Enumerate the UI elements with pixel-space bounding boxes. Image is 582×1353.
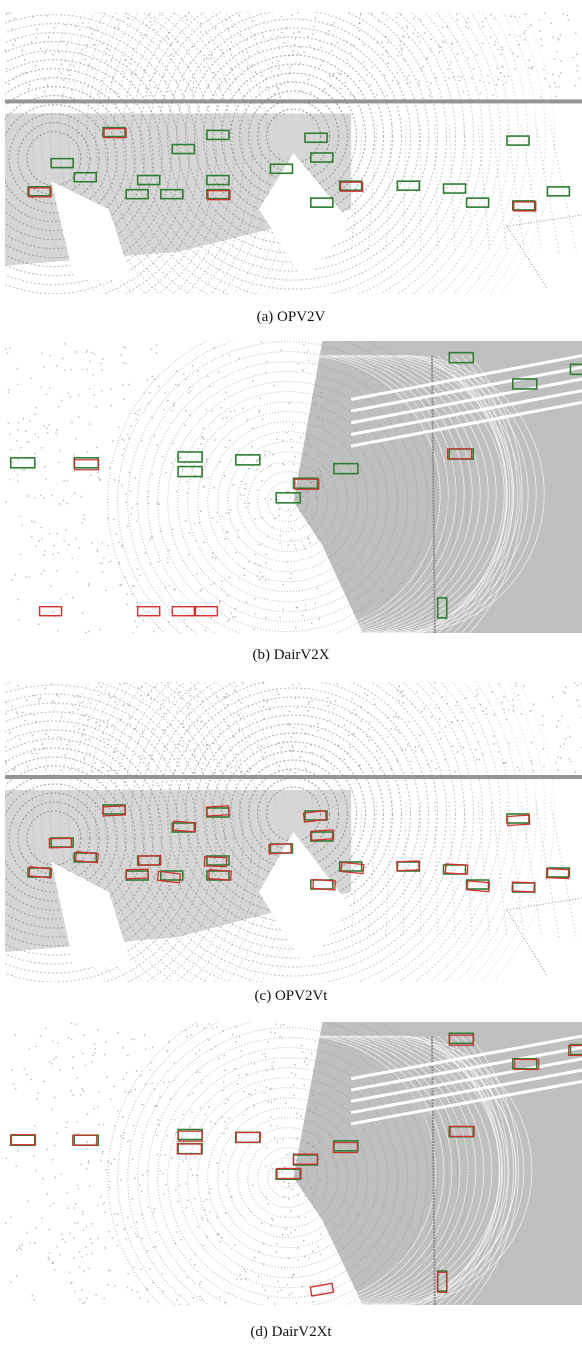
vehicle-box	[310, 197, 334, 208]
vehicle-box	[177, 1128, 203, 1142]
vehicle-box	[136, 174, 161, 186]
vehicle-box	[511, 1057, 540, 1071]
panel-dairv2x	[5, 341, 582, 633]
vehicle-box	[27, 866, 53, 879]
point-cloud	[5, 12, 582, 294]
vehicle-box	[73, 171, 98, 183]
vehicle-box	[448, 1032, 475, 1046]
vehicle-box	[569, 363, 582, 376]
vehicle-box	[436, 597, 448, 619]
vehicle-box	[206, 868, 232, 881]
point-cloud	[5, 682, 582, 982]
caption-dairv2x: (b) DairV2X	[252, 647, 330, 663]
vehicle-box	[194, 606, 219, 617]
lidar-bev-image	[5, 341, 582, 633]
vehicle-box	[206, 188, 231, 201]
caption-opv2vt: (c) OPV2Vt	[254, 988, 328, 1004]
vehicle-box	[125, 868, 150, 881]
vehicle-box	[136, 855, 162, 866]
vehicle-box	[396, 180, 421, 191]
vehicle-box	[159, 188, 184, 200]
vehicle-box	[9, 457, 36, 469]
vehicle-box	[292, 1153, 319, 1166]
vehicle-box	[27, 186, 52, 198]
vehicle-box	[177, 451, 203, 463]
vehicle-box	[275, 1167, 302, 1180]
vehicle-box	[102, 126, 127, 139]
caption-opv2v: (a) OPV2V	[256, 309, 326, 325]
vehicle-box	[465, 879, 491, 893]
panel-dairv2xt	[5, 1022, 582, 1305]
vehicle-box	[442, 183, 467, 194]
vehicle-box	[235, 454, 261, 466]
vehicle-box	[48, 837, 74, 849]
lidar-bev-image	[5, 12, 582, 294]
vehicle-box	[511, 881, 536, 893]
vehicle-box	[310, 152, 334, 163]
vehicle-box	[73, 851, 100, 864]
vehicle-box	[205, 805, 230, 818]
vehicle-box	[9, 1134, 37, 1146]
vehicle-box	[206, 174, 230, 186]
vehicle-box	[156, 870, 184, 884]
vehicle-box	[506, 135, 530, 146]
vehicle-box	[310, 878, 337, 891]
detection-boxes	[9, 351, 582, 619]
vehicle-box	[171, 606, 196, 617]
vehicle-box	[448, 351, 475, 364]
vehicle-box	[177, 465, 203, 478]
vehicle-box	[302, 809, 328, 823]
vehicle-box	[511, 378, 538, 390]
vehicle-box	[568, 1043, 582, 1057]
vehicle-box	[203, 855, 230, 868]
vehicle-box	[338, 861, 365, 875]
vehicle-box	[235, 1131, 261, 1144]
vehicle-box	[332, 1140, 359, 1154]
vehicle-box	[442, 863, 469, 875]
detection-boxes	[27, 126, 571, 212]
vehicle-box	[171, 143, 196, 155]
vehicle-box	[436, 1270, 448, 1293]
vehicle-box	[447, 448, 475, 460]
vehicle-box	[268, 843, 294, 855]
vehicle-box	[50, 157, 74, 169]
vehicle-box	[333, 462, 359, 475]
vehicle-box	[72, 1134, 100, 1146]
vehicle-box	[546, 186, 571, 197]
detection-boxes	[27, 804, 571, 893]
vehicle-box	[545, 867, 571, 880]
vehicle-box	[396, 860, 421, 872]
panel-opv2v	[5, 12, 582, 294]
lidar-bev-image	[5, 682, 582, 982]
vehicle-box	[309, 1282, 335, 1297]
vehicle-box	[269, 163, 294, 175]
vehicle-box	[125, 188, 149, 200]
vehicle-box	[448, 1125, 475, 1138]
panel-opv2vt	[5, 682, 582, 982]
point-cloud	[5, 1022, 582, 1305]
vehicle-box	[511, 200, 537, 212]
vehicle-box	[137, 606, 161, 617]
vehicle-box	[292, 477, 320, 490]
vehicle-box	[206, 129, 230, 141]
point-cloud	[5, 341, 582, 633]
vehicle-box	[310, 829, 335, 842]
vehicle-box	[73, 457, 100, 471]
caption-dairv2xt: (d) DairV2Xt	[250, 1324, 332, 1340]
vehicle-box	[275, 492, 301, 504]
vehicle-box	[465, 197, 490, 208]
vehicle-box	[338, 180, 364, 192]
vehicle-box	[176, 1142, 203, 1155]
vehicle-box	[506, 813, 531, 827]
detection-boxes	[9, 1032, 582, 1297]
vehicle-box	[171, 820, 197, 833]
vehicle-box	[102, 804, 127, 817]
lidar-bev-image	[5, 1022, 582, 1305]
vehicle-box	[304, 132, 328, 144]
vehicle-box	[38, 606, 63, 617]
